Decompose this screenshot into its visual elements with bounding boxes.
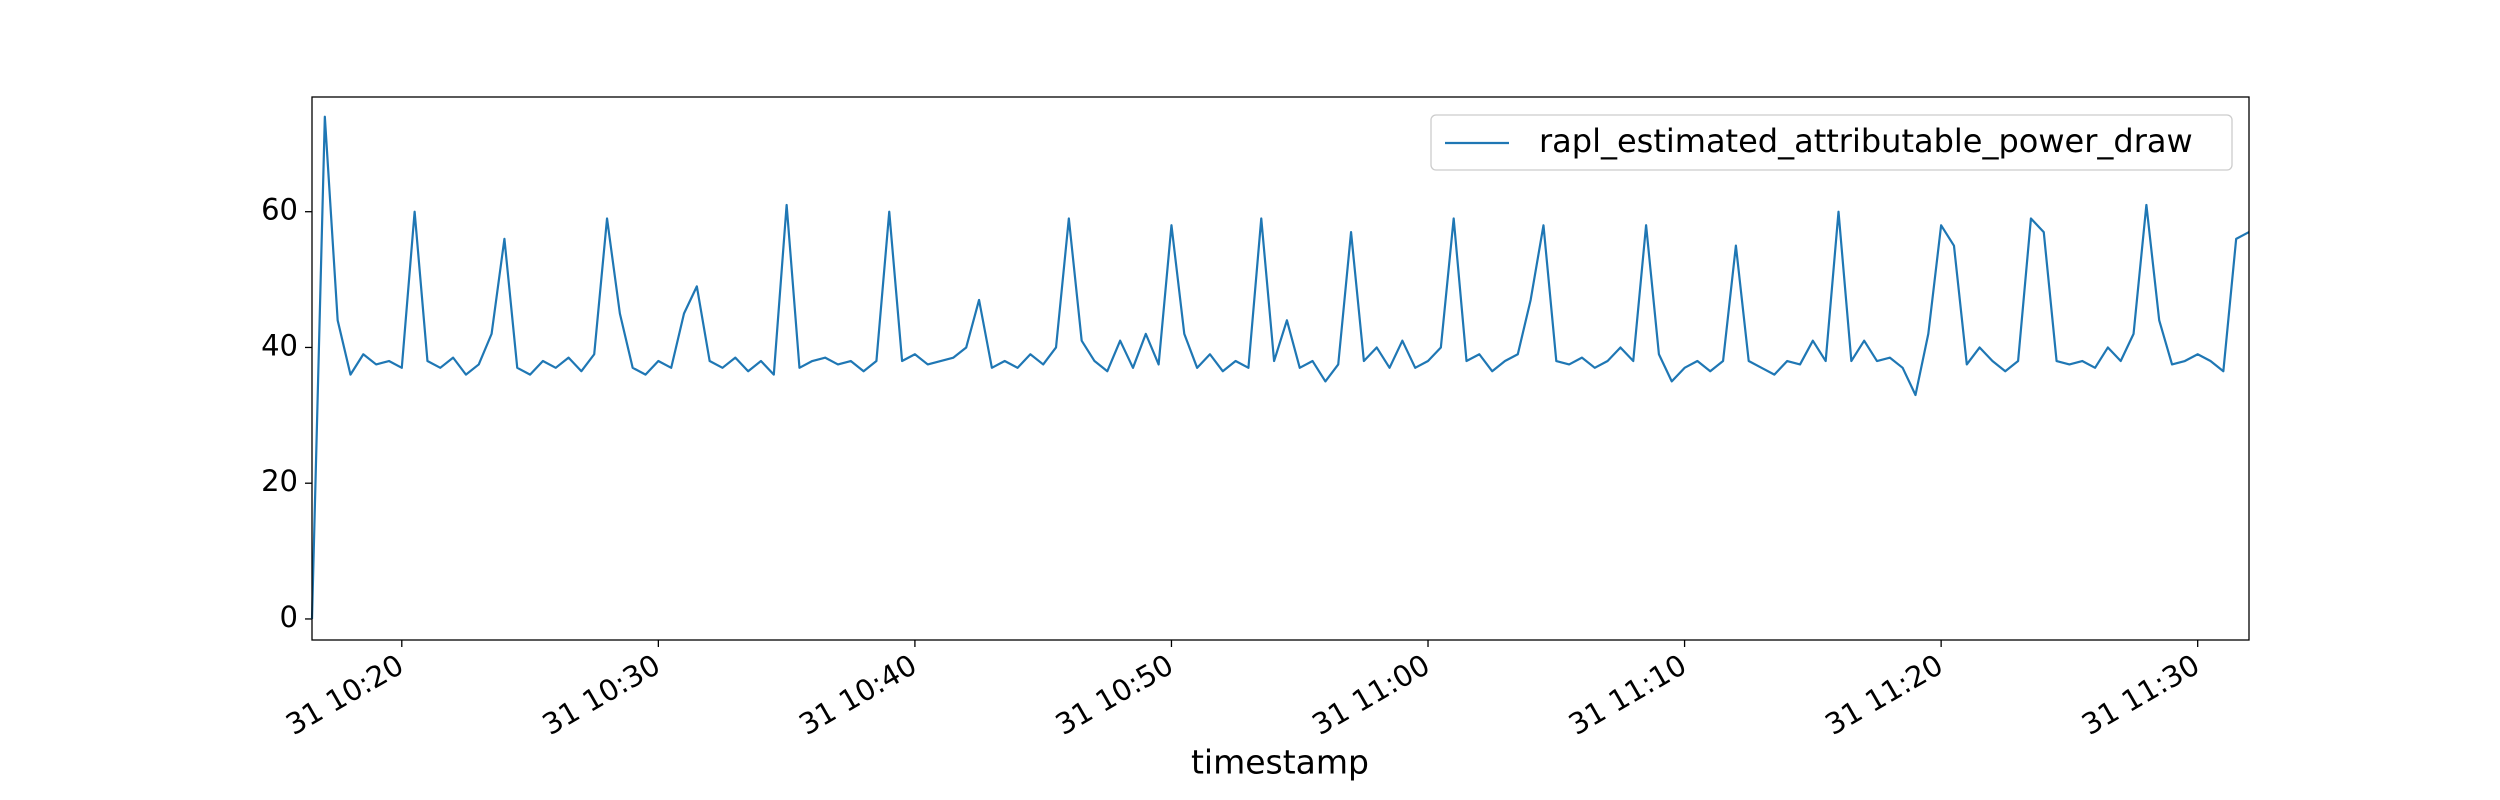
series-line bbox=[310, 115, 2250, 619]
x-tick-label: 31 10:40 bbox=[793, 648, 922, 742]
x-axis-label: timestamp bbox=[1191, 743, 1369, 782]
x-tick-label: 31 11:30 bbox=[2076, 648, 2205, 742]
x-tick-label: 31 10:30 bbox=[537, 648, 666, 742]
y-tick-label: 0 bbox=[280, 600, 298, 634]
x-tick-label: 31 11:20 bbox=[1819, 648, 1948, 742]
legend-label: rapl_estimated_attributable_power_draw bbox=[1539, 122, 2193, 160]
x-tick-label: 31 10:20 bbox=[280, 648, 409, 742]
legend-box bbox=[1430, 114, 2233, 171]
y-tick-label: 20 bbox=[261, 464, 298, 498]
y-tick-label: 40 bbox=[261, 328, 298, 362]
x-tick-label: 31 10:50 bbox=[1050, 648, 1179, 742]
x-tick-label: 31 11:10 bbox=[1563, 648, 1692, 742]
x-tick-label: 31 11:00 bbox=[1306, 648, 1435, 742]
y-tick-label: 60 bbox=[261, 193, 298, 227]
plot-frame bbox=[311, 96, 2250, 641]
